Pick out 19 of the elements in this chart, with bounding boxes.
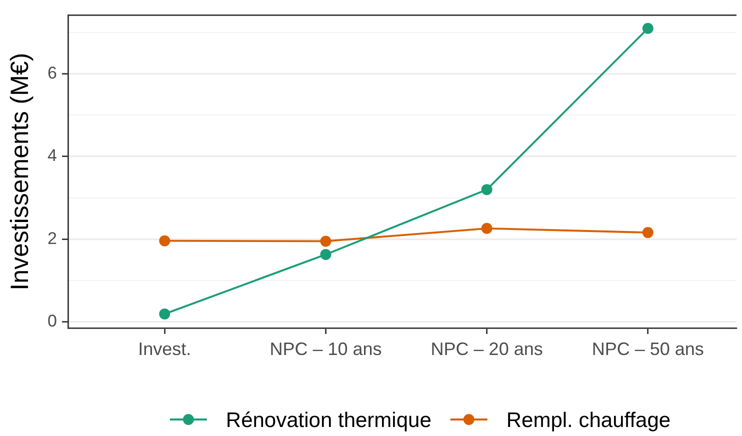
legend-label: Rempl. chauffage (506, 409, 671, 432)
point (642, 22, 654, 34)
y-tick-label: 4 (48, 146, 57, 166)
y-axis-title: Investissements (M€) (6, 52, 34, 290)
point (481, 222, 492, 234)
point (320, 236, 332, 247)
y-tick-label: 2 (48, 228, 57, 248)
point (642, 227, 654, 238)
x-tick-label: NPC – 20 ans (430, 338, 543, 359)
point (320, 248, 332, 260)
x-tick-label: Invest. (138, 338, 192, 359)
y-tick-label: 0 (48, 311, 57, 330)
point (159, 308, 170, 320)
legend-label: Rénovation thermique (226, 409, 432, 432)
y-tick-label: 6 (48, 64, 57, 83)
x-tick-label: NPC – 10 ans (270, 338, 382, 359)
point (159, 235, 170, 246)
point (481, 184, 492, 196)
x-tick-label: NPC – 50 ans (592, 338, 704, 359)
